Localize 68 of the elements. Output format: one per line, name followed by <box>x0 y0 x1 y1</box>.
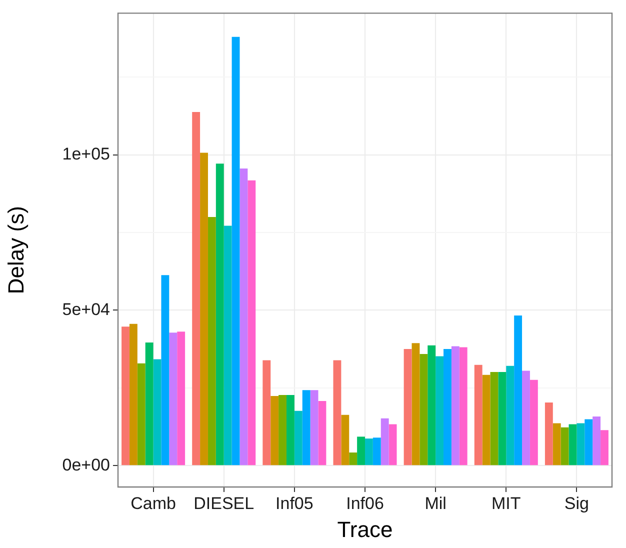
bar <box>270 396 279 466</box>
bar <box>200 152 208 466</box>
bar <box>248 180 256 466</box>
y-axis-title: Delay (s) <box>3 206 28 294</box>
bar <box>388 424 397 466</box>
bar <box>474 364 482 466</box>
bar <box>341 414 350 466</box>
bar <box>357 436 365 466</box>
bar <box>240 168 248 466</box>
bar <box>584 419 593 466</box>
bar <box>224 226 232 466</box>
bar <box>482 374 490 466</box>
x-tick-label: Camb <box>130 494 176 513</box>
bar <box>420 354 428 466</box>
bar <box>208 217 216 466</box>
bar <box>576 423 585 466</box>
bar <box>380 418 389 466</box>
bar <box>412 343 420 466</box>
bar <box>451 346 460 466</box>
bar <box>459 347 468 466</box>
x-tick-label: Inf06 <box>346 494 384 513</box>
x-tick-label: MIT <box>492 494 521 513</box>
y-tick-label: 0e+00 <box>62 455 110 474</box>
bar <box>349 452 358 466</box>
bar <box>286 395 294 466</box>
bar <box>333 360 342 466</box>
bar <box>560 427 569 466</box>
bar <box>544 402 553 466</box>
bar <box>122 326 130 466</box>
x-tick-label: Inf05 <box>276 494 314 513</box>
bar <box>137 363 146 466</box>
x-tick-label: DIESEL <box>194 494 254 513</box>
bar <box>192 112 200 466</box>
bar <box>216 164 224 466</box>
bar <box>153 359 162 466</box>
bar <box>177 332 186 466</box>
bar <box>404 349 412 466</box>
bar <box>294 410 302 466</box>
bar <box>262 360 271 466</box>
bar <box>514 316 522 466</box>
bar <box>444 349 452 466</box>
bar <box>506 366 514 466</box>
bar <box>365 438 373 466</box>
bar <box>169 332 178 466</box>
x-axis-title: Trace <box>337 516 393 542</box>
bar <box>161 275 170 466</box>
bar <box>318 400 326 466</box>
bar <box>498 372 506 466</box>
bar <box>278 395 286 466</box>
bar <box>436 356 444 466</box>
y-tick-label: 5e+04 <box>62 300 110 319</box>
bar <box>490 372 498 466</box>
bar <box>600 430 608 466</box>
bar <box>592 416 601 466</box>
bar <box>232 36 240 466</box>
bar <box>129 324 138 466</box>
bar <box>302 390 310 466</box>
bar <box>522 370 530 466</box>
bar <box>310 390 318 466</box>
bar <box>428 345 436 466</box>
bar <box>145 342 154 466</box>
bar <box>372 438 381 466</box>
x-tick-label: Sig <box>564 494 590 513</box>
bar <box>530 380 538 466</box>
bar <box>568 424 577 466</box>
x-tick-label: Mil <box>424 494 446 513</box>
y-tick-label: 1e+05 <box>62 144 110 164</box>
bar <box>552 423 561 466</box>
